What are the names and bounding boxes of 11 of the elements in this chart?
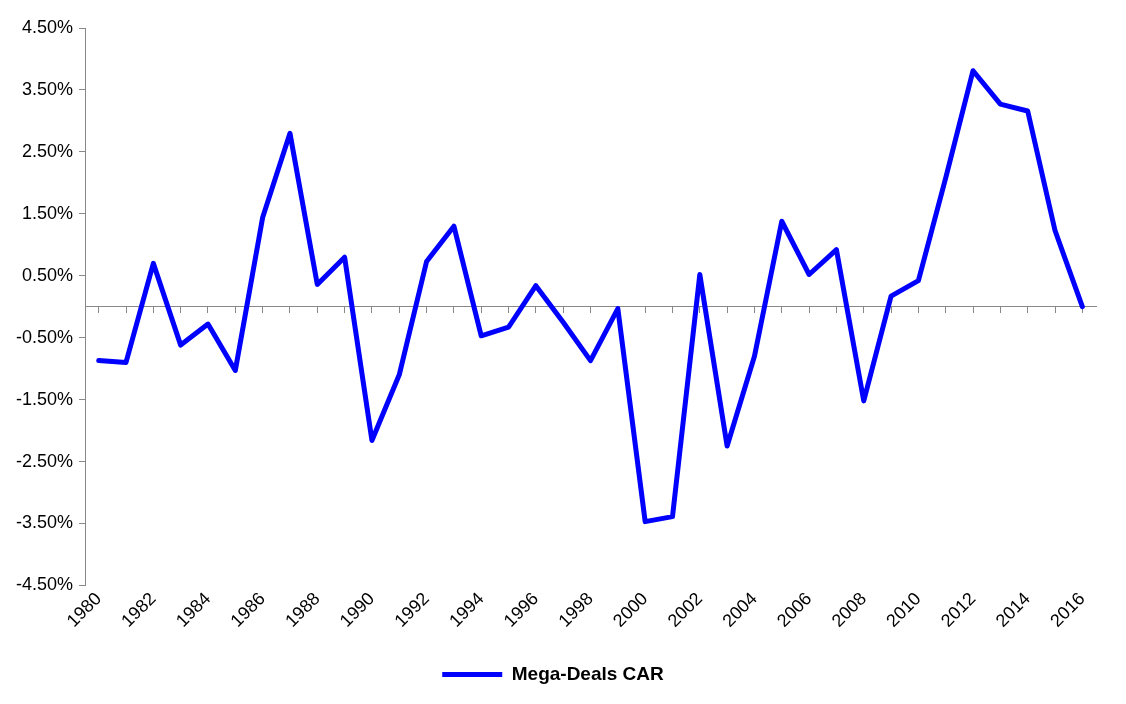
y-tick-label: -1.50% xyxy=(15,388,74,409)
y-tick-label: -2.50% xyxy=(15,450,74,471)
y-tick-label: -0.50% xyxy=(15,326,74,347)
y-tick-label: 0.50% xyxy=(21,264,74,285)
y-tick-label: 1.50% xyxy=(21,202,74,223)
legend-label: Mega-Deals CAR xyxy=(511,662,665,684)
y-tick-label: -3.50% xyxy=(15,512,74,533)
y-tick-label: 4.50% xyxy=(21,16,74,37)
y-tick-label: -4.50% xyxy=(15,574,74,595)
y-tick-label: 2.50% xyxy=(21,140,74,161)
y-tick-label: 3.50% xyxy=(21,78,74,99)
